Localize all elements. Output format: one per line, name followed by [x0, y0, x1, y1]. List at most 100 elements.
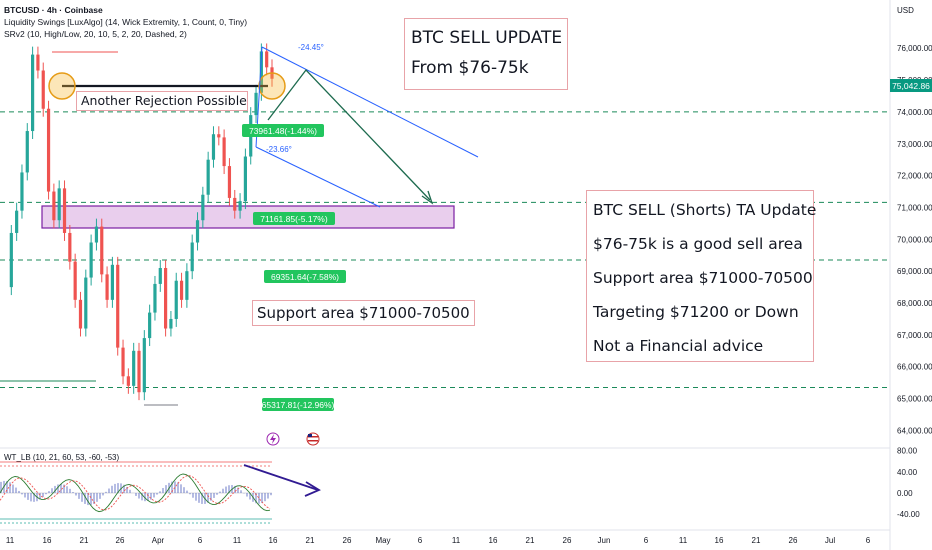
candle: [254, 84, 258, 124]
time-tick-label: 16: [715, 536, 724, 545]
ta-line-5: Not a Financial advice: [593, 337, 764, 355]
lightning-icon[interactable]: [266, 432, 280, 446]
price-tick-label: 66,000.00: [897, 363, 932, 372]
currency-label: USD: [897, 6, 914, 15]
angle-label-upper: -24.45°: [298, 43, 324, 52]
price-tick-label: 69,000.00: [897, 267, 932, 276]
price-tick-label: 72,000.00: [897, 172, 932, 181]
candle: [57, 180, 61, 229]
osc-label[interactable]: WT_LB (10, 21, 60, 53, -60, -53): [4, 453, 120, 462]
candle: [9, 225, 13, 296]
candle: [243, 148, 247, 210]
title-annotation-line-2: From $76-75k: [411, 58, 529, 78]
time-tick-label: 6: [866, 536, 871, 545]
candle: [169, 311, 173, 337]
candle: [201, 186, 205, 229]
time-tick-label: 26: [116, 536, 125, 545]
osc-trend-arrowhead: [304, 481, 321, 497]
osc-tick-label: 0.00: [897, 489, 913, 498]
time-tick-label: 16: [43, 536, 52, 545]
rejection-circle-left: [48, 72, 76, 100]
time-tick-label: 11: [6, 536, 15, 545]
candle: [153, 275, 157, 321]
indicator-srv2[interactable]: SRv2 (10, High/Low, 20, 10, 5, 2, 20, Da…: [4, 29, 187, 39]
time-tick-label: 11: [679, 536, 688, 545]
oscillator-axis: 80.00 40.00 0.00 -40.00: [897, 447, 920, 520]
candle: [185, 263, 189, 308]
price-tick-label: 70,000.00: [897, 235, 932, 244]
svg-text:65317.81(-12.96%): 65317.81(-12.96%): [262, 400, 335, 410]
candle: [233, 189, 237, 219]
candle: [36, 46, 40, 79]
osc-tick-label: 40.00: [897, 468, 918, 477]
angle-label-lower: -23.66°: [266, 145, 292, 154]
price-tick-label: 68,000.00: [897, 299, 932, 308]
candle: [195, 212, 200, 251]
candle: [68, 225, 72, 270]
candle: [62, 180, 67, 241]
candle: [105, 266, 109, 308]
candle: [148, 304, 152, 347]
pct-tag-1: 73961.48(-1.44%): [242, 124, 324, 137]
candle: [116, 256, 120, 356]
candle: [121, 339, 125, 385]
time-tick-label: 16: [489, 536, 498, 545]
candle: [126, 368, 130, 394]
osc-tick-label: 80.00: [897, 447, 918, 456]
time-tick-label: 11: [452, 536, 461, 545]
price-tick-label: 71,000.00: [897, 203, 932, 212]
pct-tag-2: 71161.85(-5.17%): [253, 212, 335, 225]
support-label: Support area $71000-70500: [257, 304, 470, 322]
support-label-box[interactable]: Support area $71000-70500: [252, 300, 475, 326]
candle: [20, 164, 24, 219]
price-axis[interactable]: 76,000.0075,000.0074,000.0073,000.0072,0…: [897, 44, 932, 435]
ta-line-3: Support area $71000-70500: [593, 269, 813, 287]
title-annotation-box[interactable]: BTC SELL UPDATE From $76-75k: [404, 18, 568, 90]
candle: [89, 234, 93, 286]
candle: [25, 123, 29, 181]
time-tick-label: 26: [563, 536, 572, 545]
ta-line-4: Targeting $71200 or Down: [593, 303, 799, 321]
ta-update-box[interactable]: BTC SELL (Shorts) TA Update $76-75k is a…: [586, 190, 816, 362]
time-tick-label: Jun: [598, 536, 611, 545]
candle: [217, 126, 221, 146]
svg-text:69351.64(-7.58%): 69351.64(-7.58%): [271, 272, 339, 282]
candle: [132, 342, 136, 394]
rejection-label: Another Rejection Possible: [81, 93, 247, 108]
time-axis[interactable]: 11 16 21 26 Apr 6 11 16 21 26 May 6 11 16 21 26 Jun 6 11 16…: [6, 536, 871, 545]
time-tick-label: 6: [198, 536, 203, 545]
candle: [206, 151, 210, 203]
candle: [179, 272, 184, 308]
rejection-circle-right: [258, 72, 286, 100]
time-tick-label: 11: [233, 536, 242, 545]
osc-tick-label: -40.00: [897, 510, 920, 519]
price-tick-label: 73,000.00: [897, 140, 932, 149]
projection-path: [267, 68, 431, 201]
pct-tag-4: 65317.81(-12.96%): [262, 398, 335, 411]
svg-text:71161.85(-5.17%): 71161.85(-5.17%): [260, 214, 328, 224]
time-tick-label: 21: [752, 536, 761, 545]
candlestick-series: [9, 43, 274, 401]
candle: [174, 272, 178, 327]
candle: [158, 260, 162, 292]
time-tick-label: 6: [418, 536, 423, 545]
time-tick-label: 6: [644, 536, 649, 545]
oscillator-pane: [0, 461, 272, 524]
osc-trend-line: [243, 464, 319, 491]
symbol-title[interactable]: BTCUSD · 4h · Coinbase: [4, 5, 103, 15]
price-tick-label: 65,000.00: [897, 395, 932, 404]
price-tick-label: 76,000.00: [897, 44, 932, 53]
candle: [73, 253, 77, 308]
candle: [190, 234, 194, 280]
candle: [211, 126, 216, 168]
rejection-label-box[interactable]: Another Rejection Possible: [76, 91, 248, 111]
candle: [41, 62, 45, 117]
candle: [222, 129, 226, 175]
price-tick-label: 64,000.00: [897, 426, 932, 435]
us-flag-icon[interactable]: [306, 432, 320, 446]
current-price-tag: 75,042.86: [890, 79, 932, 92]
indicator-liquidity-swings[interactable]: Liquidity Swings [LuxAlgo] (14, Wick Ext…: [4, 17, 248, 27]
support-zone: [41, 205, 455, 229]
candle: [164, 260, 168, 337]
